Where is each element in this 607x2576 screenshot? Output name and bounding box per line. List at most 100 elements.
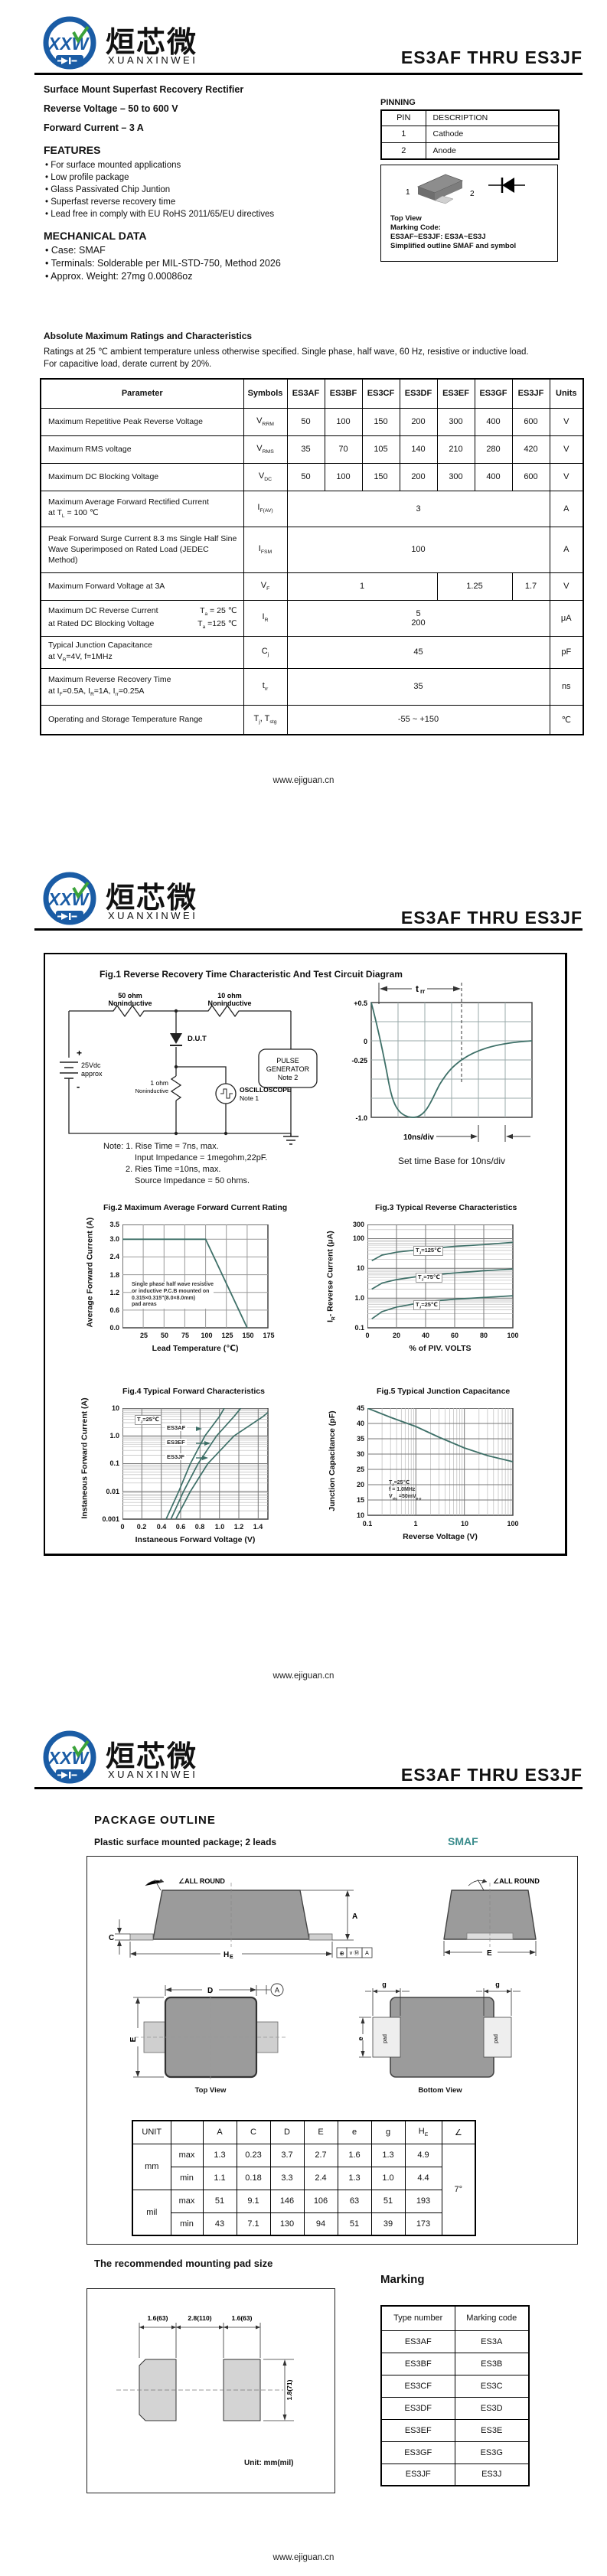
x-tick: 1.4	[253, 1523, 263, 1531]
brand-logo-icon: XXW	[43, 1730, 96, 1784]
spec-reverse-voltage: Reverse Voltage – 50 to 600 V	[44, 103, 178, 114]
mech-item: Case: SMAF	[45, 245, 106, 256]
spec-forward-current: Forward Current – 3 A	[44, 122, 144, 133]
dim-value: 0.23	[236, 2143, 271, 2167]
pad-dim: 1.8(71)	[286, 2379, 293, 2400]
param: Typical Junction Capacitance at VR=4V, f=…	[40, 635, 244, 669]
pin-number: 1	[380, 125, 426, 143]
feature-item: For surface mounted applications	[45, 161, 181, 170]
ratings-heading: Absolute Maximum Ratings and Characteris…	[44, 331, 253, 341]
pin-desc: Anode	[425, 142, 560, 160]
fig4-condition: TJ=25℃	[135, 1415, 162, 1425]
package-bottom-view: pad pad g g e	[357, 1982, 521, 2078]
product-title: Surface Mount Superfast Recovery Rectifi…	[44, 84, 244, 95]
footer-url[interactable]: www.ejiguan.cn	[272, 2553, 335, 2562]
type-number: ES3EF	[380, 2418, 455, 2442]
ground-symbol	[283, 1133, 299, 1145]
y-tick: -0.25	[351, 1057, 367, 1065]
y-tick: 1.8	[109, 1271, 119, 1279]
ratings-desc-1: Ratings at 25 ℃ ambient temperature unle…	[44, 347, 529, 357]
outline-caption-codes: ES3AF~ES3JF: ES3A~ES3J	[390, 233, 486, 241]
marking-code: ES3A	[454, 2330, 530, 2353]
value: 140	[399, 435, 438, 464]
dim-value: 1.3	[370, 2143, 406, 2167]
value-span: 45	[286, 635, 550, 669]
param: Maximum Forward Voltage at 3A	[40, 572, 244, 601]
pad-label: pad	[383, 2034, 388, 2043]
footer-url[interactable]: www.ejiguan.cn	[272, 1671, 335, 1681]
ratings-table: Parameter Symbols ES3AF ES3BF ES3CF ES3D…	[40, 378, 584, 735]
col-device: ES3AF	[286, 378, 325, 409]
type-number: ES3JF	[380, 2463, 455, 2486]
recovery-waveform-curve	[370, 1002, 533, 1118]
pad-dim: 1.6(63)	[148, 2314, 168, 2322]
brand-logo-letters: XXW	[47, 34, 90, 54]
dim-col: D	[269, 2120, 305, 2144]
param: Maximum DC Reverse Current Ta = 25 ℃ at R…	[40, 599, 244, 637]
dim-col: e	[337, 2120, 372, 2144]
dim-value: 9.1	[236, 2189, 271, 2213]
svg-text:Note 2: Note 2	[278, 1074, 299, 1081]
fig5-annotation: TJ=25℃ f = 1.0MHz Vsig =50mVp-p	[389, 1480, 422, 1500]
x-tick: 1	[413, 1520, 418, 1528]
y-tick: +0.5	[354, 999, 367, 1007]
label-10ohm: 10 ohm	[217, 992, 242, 999]
y-tick: 10	[356, 1511, 364, 1519]
dim-value: 106	[303, 2189, 338, 2213]
value: 300	[436, 407, 475, 436]
solder-pad	[372, 2017, 401, 2058]
type-number: ES3CF	[380, 2374, 455, 2398]
mounting-pad-box: 1.6(63) 2.8(110) 1.6(63) 1.8(71) Unit: m…	[86, 2288, 335, 2493]
dim-value: 0.18	[236, 2166, 271, 2190]
fig3-ylabel: IR- Reverse Current (μA)	[325, 1231, 337, 1322]
doc-title: ES3AF THRU ES3JF	[400, 47, 583, 67]
x-tick: 1.0	[214, 1523, 225, 1531]
fig1-waveform-chart: t rr +0.5 0 -0.25 -1.0 10ns/div	[351, 983, 533, 1142]
value: 100	[324, 462, 363, 491]
pad-label: pad	[494, 2034, 499, 2043]
dim-col: E	[303, 2120, 338, 2144]
label-oscilloscope: OSCILLOSCOPE	[240, 1086, 292, 1094]
resistor-1ohm	[170, 1075, 182, 1101]
symbol: VRRM	[243, 407, 288, 436]
fig4-chart	[122, 1408, 269, 1520]
brand-logo: XXW	[40, 14, 100, 79]
dim-value: 1.3	[337, 2166, 372, 2190]
value: 70	[324, 435, 363, 464]
outline-symbol-box: 1 2 Top View Marking Code: ES3AF~ES3JF: …	[380, 165, 558, 262]
battery-symbol	[60, 1061, 78, 1079]
time-div-label: 10ns/div	[403, 1133, 434, 1142]
waveform-caption: Set time Base for 10ns/div	[397, 1156, 506, 1166]
value: 600	[511, 407, 550, 436]
x-tick: 150	[242, 1332, 254, 1339]
datum-flag: A	[275, 1987, 279, 1994]
package-lead	[434, 195, 454, 204]
dim-value: 7.1	[236, 2212, 271, 2236]
y-tick: 15	[356, 1496, 364, 1504]
y-tick: 2.4	[109, 1253, 119, 1260]
dim-value: 43	[202, 2212, 237, 2236]
package-lead	[129, 1933, 154, 1941]
unit: ns	[549, 667, 584, 706]
fig3-label-75c: TJ=75℃	[416, 1273, 442, 1283]
unit: V	[549, 435, 584, 464]
fig4-ylabel: Instaneous Forward Current (A)	[80, 1397, 90, 1519]
x-tick: 0	[365, 1332, 370, 1339]
type-number: ES3DF	[380, 2396, 455, 2420]
param: Peak Forward Surge Current 8.3 ms Single…	[40, 526, 244, 573]
marking-col-code: Marking code	[454, 2305, 530, 2331]
outline-caption-note: Simplified outline SMAF and symbol	[390, 242, 517, 250]
logo-check-icon	[72, 25, 90, 44]
dim-angle: 7°	[441, 2143, 476, 2236]
value-span: 3	[286, 490, 550, 527]
param: Maximum DC Blocking Voltage	[40, 462, 244, 491]
symbol: VDC	[243, 462, 288, 491]
footer-url[interactable]: www.ejiguan.cn	[272, 776, 335, 785]
dim-d: D	[207, 1987, 213, 1995]
tol-symbol: ⊕	[339, 1950, 344, 1957]
y-tick: 20	[356, 1481, 364, 1489]
svg-text:E: E	[230, 1955, 233, 1960]
unit: V	[549, 407, 584, 436]
fig4-label-es3af: ES3AF	[165, 1424, 188, 1431]
symbol: IR	[243, 599, 288, 637]
